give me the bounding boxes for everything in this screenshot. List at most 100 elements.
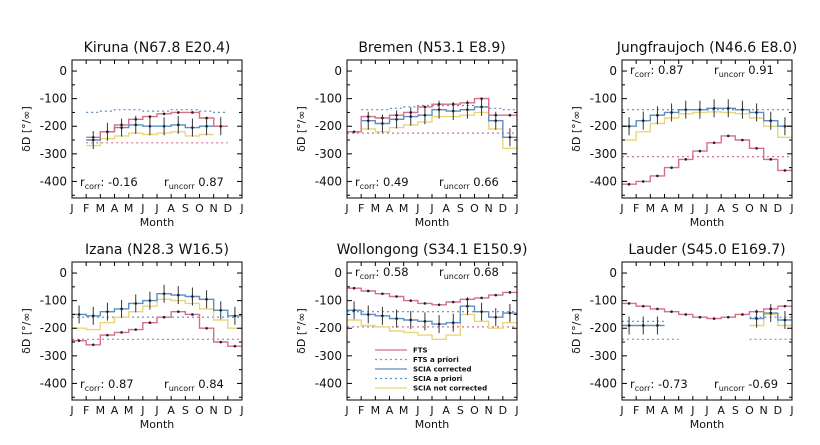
x-tick-label: F — [358, 404, 364, 417]
x-tick-label: J — [704, 404, 708, 417]
data-point — [466, 108, 469, 111]
series-fts — [72, 311, 242, 347]
r-corr-annotation: rcorr: 0.49 — [355, 175, 409, 191]
data-point — [494, 293, 498, 297]
x-tick-label: F — [633, 202, 639, 215]
y-tick-label: -400 — [315, 174, 342, 188]
data-point — [176, 310, 180, 313]
data-point — [437, 303, 441, 307]
data-point — [233, 314, 237, 318]
x-tick-label: J — [429, 404, 433, 417]
data-point — [148, 299, 152, 302]
data-point — [233, 344, 237, 348]
x-tick-label: A — [167, 404, 175, 417]
data-point — [769, 158, 773, 161]
data-point — [91, 135, 95, 139]
data-point — [352, 130, 356, 134]
series-group — [347, 97, 517, 149]
series-group — [622, 302, 792, 340]
panel-title: Jungfraujoch (N46.6 E8.0) — [616, 40, 798, 56]
x-tick-label: N — [760, 404, 768, 417]
data-point — [480, 310, 483, 313]
data-point — [437, 102, 441, 106]
x-tick-label: J — [154, 404, 158, 417]
data-point — [205, 297, 208, 301]
data-point — [423, 302, 427, 305]
x-tick-label: A — [386, 202, 394, 215]
data-point — [176, 293, 180, 297]
data-point — [162, 315, 166, 319]
data-point — [480, 296, 483, 300]
y-tick-label: -300 — [40, 147, 67, 161]
data-point — [134, 328, 138, 331]
x-tick-label: D — [774, 404, 782, 417]
series-scia-corr — [347, 305, 517, 325]
x-tick-label: J — [415, 404, 419, 417]
x-tick-label: F — [83, 202, 89, 215]
legend-label: SCIA a priori — [413, 375, 462, 383]
y-tick-label: -400 — [590, 376, 617, 390]
data-point — [755, 111, 758, 114]
x-tick-label: M — [646, 404, 656, 417]
y-tick-label: -400 — [40, 376, 67, 390]
x-tick-label: A — [167, 202, 175, 215]
data-point — [423, 320, 427, 323]
data-point — [381, 116, 384, 120]
y-tick-label: -300 — [315, 349, 342, 363]
data-point — [741, 108, 744, 111]
data-point — [627, 182, 631, 186]
x-tick-label: A — [717, 202, 725, 215]
data-point — [508, 135, 512, 139]
data-point — [148, 124, 152, 128]
data-point — [106, 310, 109, 313]
data-point — [106, 333, 109, 337]
data-point — [381, 292, 384, 296]
data-point — [205, 116, 208, 120]
r-corr-annotation: rcorr: 0.58 — [355, 265, 409, 281]
data-point — [134, 118, 138, 121]
x-tick-label: J — [514, 202, 518, 215]
x-tick-label: A — [111, 202, 119, 215]
data-point — [712, 107, 716, 110]
x-axis-label: Month — [415, 418, 450, 431]
x-tick-label: J — [239, 202, 243, 215]
data-point — [508, 113, 512, 117]
panel-3: Jungfraujoch (N46.6 E8.0) 0 -100 -200 -300 -4… — [570, 40, 797, 229]
data-point — [508, 311, 512, 315]
series-scia-notcorr — [361, 111, 517, 149]
data-point — [191, 295, 194, 298]
r-uncorr-annotation: runcorr 0.66 — [439, 175, 499, 191]
data-point — [162, 112, 166, 116]
data-point — [409, 299, 413, 302]
data-point — [219, 340, 223, 344]
series-fts — [86, 111, 228, 138]
data-point — [191, 313, 194, 316]
series-group — [347, 286, 517, 340]
series-scia-notcorr — [347, 313, 517, 340]
x-tick-label: M — [124, 404, 134, 417]
series-scia-notcorr — [622, 111, 792, 141]
y-tick-label: -200 — [40, 119, 67, 133]
x-tick-label: S — [457, 202, 464, 215]
data-point — [409, 115, 413, 118]
series-fts — [347, 287, 517, 306]
data-point — [162, 124, 166, 128]
data-point — [508, 291, 512, 294]
y-tick-label: -200 — [590, 321, 617, 335]
data-point — [656, 113, 659, 117]
data-point — [712, 317, 716, 320]
y-tick-label: -300 — [315, 147, 342, 161]
data-point — [627, 302, 631, 305]
data-point — [120, 331, 123, 334]
data-point — [684, 108, 688, 111]
y-tick-label: -100 — [40, 294, 67, 308]
data-point — [205, 124, 208, 128]
data-point — [437, 322, 441, 326]
x-tick-label: O — [745, 202, 754, 215]
data-point — [783, 318, 787, 322]
x-tick-label: J — [239, 404, 243, 417]
data-point — [134, 302, 138, 305]
x-tick-label: M — [646, 202, 656, 215]
data-point — [451, 321, 455, 325]
y-tick-label: -100 — [590, 294, 617, 308]
